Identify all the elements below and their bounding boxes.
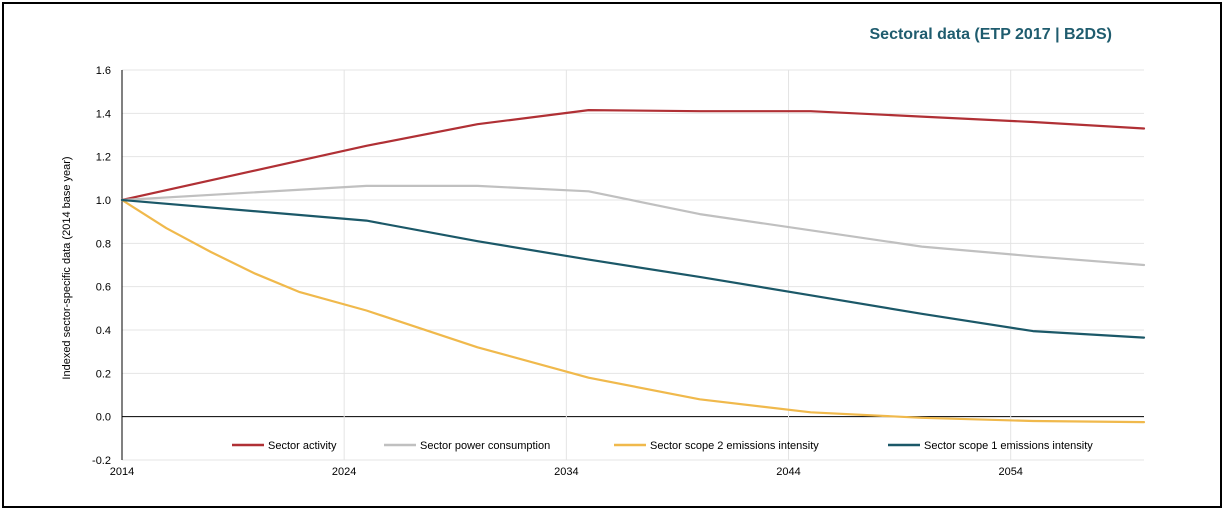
y-tick-label: 1.2: [96, 152, 111, 164]
x-tick-label: 2034: [554, 466, 578, 478]
x-tick-label: 2054: [998, 466, 1022, 478]
series-line: [120, 109, 1146, 202]
legend-label: Sector power consumption: [420, 440, 550, 452]
y-axis-label: Indexed sector-specific data (2014 base …: [61, 156, 73, 379]
x-tick-label: 2014: [110, 466, 134, 478]
y-tick-label: 0.0: [96, 412, 111, 424]
legend-label: Sector activity: [268, 440, 337, 452]
y-tick-label: -0.2: [92, 455, 111, 467]
series-line: [120, 184, 1146, 267]
y-tick-label: 0.8: [96, 238, 111, 250]
legend: Sector activity Sector power consumption S…: [232, 440, 1093, 452]
grid: [121, 69, 1144, 461]
y-tick-label: 1.4: [96, 108, 111, 120]
series-line: [120, 198, 1146, 339]
legend-item: Sector scope 1 emissions intensity: [888, 440, 1093, 452]
legend-item: Sector scope 2 emissions intensity: [614, 440, 819, 452]
legend-item: Sector activity: [232, 440, 337, 452]
y-tick-label: 0.4: [96, 325, 111, 337]
legend-label: Sector scope 1 emissions intensity: [924, 440, 1093, 452]
x-tick-label: 2044: [776, 466, 800, 478]
series-line: [120, 198, 1146, 424]
y-tick-label: 1.6: [96, 65, 111, 77]
x-tick-label: 2024: [332, 466, 356, 478]
y-tick-label: 0.2: [96, 368, 111, 380]
y-tick-label: 0.6: [96, 282, 111, 294]
legend-item: Sector power consumption: [384, 440, 550, 452]
legend-label: Sector scope 2 emissions intensity: [650, 440, 819, 452]
axes: -0.2 0.0 0.2 0.4 0.6 0.8 1.0 1.2 1.4 1.6 2014 2024 2…: [92, 65, 1023, 478]
y-tick-label: 1.0: [96, 195, 111, 207]
series-lines: [120, 109, 1146, 424]
chart-title: Sectoral data (ETP 2017 | B2DS): [869, 26, 1113, 43]
